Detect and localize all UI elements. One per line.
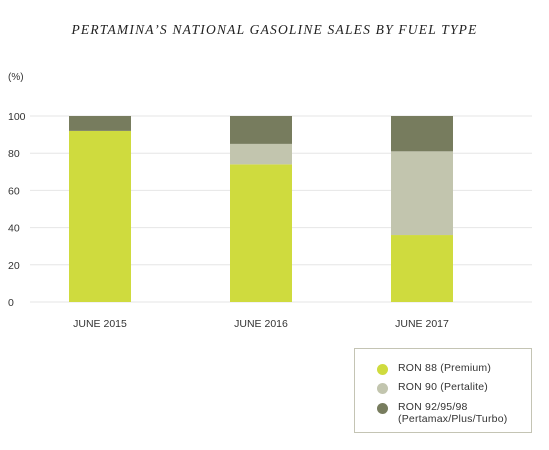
chart-title: PERTAMINA’S NATIONAL GASOLINE SALES BY F… [71,22,478,37]
bar-segment [391,116,453,152]
chart-plot-area: 0 20 40 60 80 100 (%) JUNE 2015 JUNE 2016 JUNE 2… [8,72,532,330]
legend-item: RON 90 (Pertalite) [377,381,488,394]
bar-segment [391,151,453,236]
legend-swatch [377,403,388,414]
bar-segment [230,143,292,165]
legend-label: RON 88 (Premium) [398,362,492,374]
legend-swatch [377,383,388,394]
x-tick-label: JUNE 2015 [73,318,127,330]
legend-item: RON 92/95/98 (Pertamax/Plus/Turbo) [377,401,507,425]
x-tick-label: JUNE 2017 [395,318,449,330]
y-axis-label: (%) [8,72,24,83]
bar-segment [230,164,292,302]
legend-swatch [377,364,388,375]
y-tick-label: 40 [8,223,20,235]
x-tick-label: JUNE 2016 [234,318,288,330]
bar-segment [69,116,131,131]
bar-segment [69,130,131,302]
legend-label: RON 90 (Pertalite) [398,381,488,393]
y-tick-label: 80 [8,148,20,160]
y-tick-label: 100 [8,111,26,123]
legend-item: RON 88 (Premium) [377,362,491,375]
legend-label: RON 92/95/98 (Pertamax/Plus/Turbo) [398,401,508,425]
y-tick-label: 0 [8,297,14,309]
chart-legend: RON 88 (Premium) RON 90 (Pertalite) RON 92… [354,348,532,433]
bar-segment [230,116,292,144]
y-tick-label: 60 [8,185,20,197]
y-tick-label: 20 [8,260,20,272]
bar-segment [391,235,453,302]
